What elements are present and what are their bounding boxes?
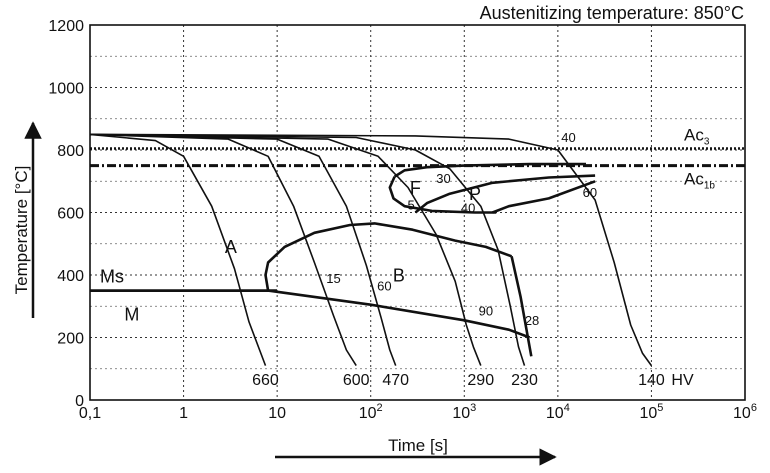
transformation-ferrite-start — [393, 162, 586, 178]
hv-unit-label: HV — [671, 372, 694, 389]
y-tick-label: 200 — [57, 331, 84, 348]
chart-labels: Ms A B F P M — [100, 178, 481, 325]
percent-annotation: 40 — [561, 130, 575, 145]
ref-line-label: Ac1b — [684, 170, 715, 192]
region-label-b: B — [393, 265, 405, 285]
ms-label: Ms — [100, 267, 124, 287]
region-label-p: P — [469, 184, 481, 204]
x-tick-label: 1 — [179, 405, 188, 422]
percent-annotation: 90 — [479, 304, 493, 319]
cooling-curve-660 — [89, 133, 267, 366]
percent-annotation: 28 — [525, 313, 539, 328]
x-tick-label: 0,1 — [79, 405, 101, 422]
region-label-a: A — [225, 237, 237, 257]
hardness-label: 140 — [638, 372, 665, 389]
hardness-label: 600 — [343, 372, 370, 389]
y-tick-labels: 0 200 400 600 800 1000 1200 — [48, 18, 84, 410]
transformation-bainite-start — [264, 222, 513, 291]
y-tick-label: 1000 — [48, 81, 84, 98]
percent-annotation: 60 — [377, 279, 391, 294]
percent-annotation: 40 — [461, 201, 475, 216]
annotations: 40 30 5 40 60 15 60 90 28 — [326, 130, 597, 328]
transformation-ferrite-lower — [388, 176, 497, 214]
percent-annotation: 30 — [436, 171, 450, 186]
x-axis-label: Time [s] — [388, 436, 448, 455]
y-tick-label: 1200 — [48, 18, 84, 35]
transformation-martensite-finish — [267, 289, 531, 339]
region-label-m: M — [124, 304, 139, 324]
cooling-curve-600 — [89, 133, 357, 367]
region-label-f: F — [410, 178, 421, 198]
plot-frame — [89, 24, 746, 401]
x-tick-label: 102 — [359, 402, 383, 422]
reference-lines: Ac3 Ac1b — [90, 125, 745, 192]
transformation-pearlite-start — [414, 174, 596, 214]
transformation-lines — [90, 162, 596, 357]
cooling-curves: 660 600 470 290 230 140 HV — [89, 133, 694, 389]
cooling-curve-470 — [89, 133, 397, 366]
percent-annotation: 5 — [407, 197, 414, 212]
cooling-curve-140 — [89, 133, 653, 367]
y-axis-label: Temperature [°C] — [12, 166, 31, 295]
hardness-label: 470 — [382, 372, 409, 389]
y-tick-label: 800 — [57, 143, 84, 160]
x-tick-label: 103 — [452, 402, 476, 422]
chart-title: Austenitizing temperature: 850°C — [480, 3, 744, 23]
ref-line-label: Ac3 — [684, 125, 710, 147]
hardness-label: 290 — [467, 372, 494, 389]
y-tick-label: 600 — [57, 206, 84, 223]
y-tick-label: 0 — [75, 393, 84, 410]
x-tick-labels: 0,1 1 10 102 103 104 105 106 — [79, 402, 757, 422]
y-tick-label: 400 — [57, 268, 84, 285]
x-tick-label: 104 — [546, 402, 570, 422]
hardness-label: 230 — [511, 372, 538, 389]
hardness-label: 660 — [252, 372, 279, 389]
transformation-pearlite-finish — [492, 180, 596, 214]
x-tick-label: 105 — [639, 402, 663, 422]
x-tick-label: 10 — [268, 405, 286, 422]
x-tick-label: 106 — [733, 402, 757, 422]
percent-annotation: 60 — [583, 185, 597, 200]
percent-annotation: 15 — [326, 271, 340, 286]
